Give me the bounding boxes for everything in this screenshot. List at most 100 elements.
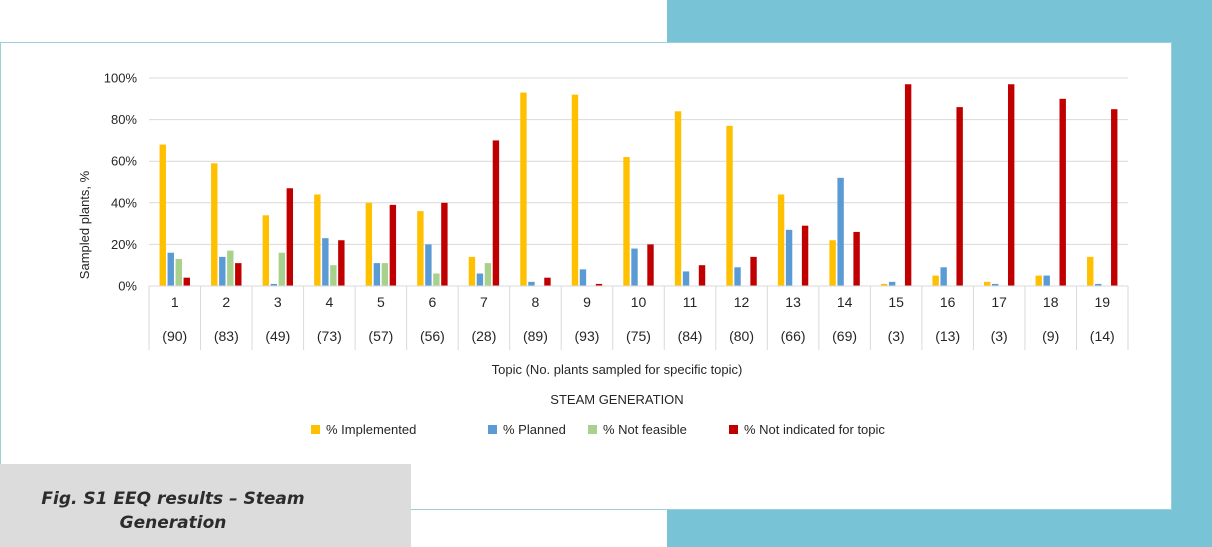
x-tick-label: 16 bbox=[940, 294, 956, 310]
x-tick-label: 8 bbox=[532, 294, 540, 310]
bar bbox=[726, 125, 733, 286]
bar bbox=[286, 188, 294, 286]
legend: % Implemented % Planned % Not feasible % No… bbox=[311, 422, 885, 437]
chart-subtitle: STEAM GENERATION bbox=[550, 392, 683, 407]
bar bbox=[1059, 98, 1066, 286]
bar bbox=[880, 283, 888, 286]
sample-count-label: (3) bbox=[888, 328, 905, 344]
x-tick-label: 3 bbox=[274, 294, 282, 310]
legend-swatch bbox=[729, 425, 738, 434]
x-tick-label: 10 bbox=[631, 294, 647, 310]
sample-count-label: (73) bbox=[317, 328, 342, 344]
bar bbox=[183, 277, 190, 286]
x-tick-label: 11 bbox=[683, 294, 698, 310]
sample-count-label: (14) bbox=[1090, 328, 1115, 344]
sample-count-label: (66) bbox=[781, 328, 806, 344]
y-tick-label: 40% bbox=[111, 195, 137, 210]
figure-caption: Fig. S1 EEQ results – Steam Generation bbox=[41, 489, 305, 533]
x-tick-label: 13 bbox=[785, 294, 801, 310]
sample-count-label: (3) bbox=[991, 328, 1008, 344]
legend-swatch bbox=[488, 425, 497, 434]
bar bbox=[1087, 256, 1094, 286]
bar bbox=[544, 277, 551, 286]
bar bbox=[365, 202, 373, 286]
bar bbox=[159, 144, 166, 286]
bar bbox=[829, 240, 836, 286]
bar bbox=[940, 267, 947, 286]
bar bbox=[262, 215, 270, 286]
bar bbox=[888, 281, 896, 286]
sample-count-label: (9) bbox=[1042, 328, 1059, 344]
bar bbox=[441, 202, 448, 286]
bar bbox=[777, 194, 785, 286]
bar bbox=[373, 263, 381, 286]
bar bbox=[1111, 109, 1118, 286]
bar bbox=[579, 269, 587, 286]
bar bbox=[484, 263, 492, 286]
bar bbox=[674, 111, 682, 286]
bar bbox=[278, 252, 286, 286]
legend-label: % Not indicated for topic bbox=[744, 422, 885, 437]
bar bbox=[1007, 84, 1015, 286]
bar bbox=[785, 229, 793, 286]
grid-layer bbox=[149, 77, 1128, 287]
x-tick-label: 5 bbox=[377, 294, 385, 310]
x-tick-label: 7 bbox=[480, 294, 488, 310]
legend-swatch bbox=[311, 425, 320, 434]
bar bbox=[750, 256, 757, 286]
y-tick-label: 0% bbox=[118, 279, 137, 294]
x-tick-label: 9 bbox=[583, 294, 591, 310]
bar bbox=[219, 256, 226, 286]
y-tick-label: 100% bbox=[104, 71, 138, 86]
bar bbox=[389, 204, 397, 286]
bar bbox=[1095, 283, 1102, 286]
bar bbox=[476, 273, 484, 286]
bar bbox=[417, 211, 424, 286]
bar bbox=[433, 273, 440, 286]
bar bbox=[314, 194, 321, 286]
x-tick-label: 6 bbox=[428, 294, 436, 310]
sample-count-label: (84) bbox=[678, 328, 703, 344]
bar bbox=[425, 244, 432, 286]
legend-label: % Planned bbox=[503, 422, 566, 437]
y-tick-label: 20% bbox=[111, 237, 137, 252]
bar-chart: 0% 20% 40% 60% 80% 100% 1 (90) 2 (83) 3 (49) 4 (73) 5 (… bbox=[77, 71, 1129, 437]
bar bbox=[322, 238, 329, 286]
x-tick-label: 17 bbox=[991, 294, 1007, 310]
chart-card: 0% 20% 40% 60% 80% 100% 1 (90) 2 (83) 3 (49) 4 (73) 5 (… bbox=[0, 42, 1172, 510]
sample-count-label: (56) bbox=[420, 328, 445, 344]
sample-count-label: (80) bbox=[729, 328, 754, 344]
bar bbox=[837, 177, 844, 286]
x-tick-label: 1 bbox=[171, 294, 179, 310]
bar bbox=[801, 225, 809, 286]
bar bbox=[227, 250, 234, 286]
y-tick-label: 60% bbox=[111, 154, 137, 169]
sample-count-label: (90) bbox=[162, 328, 187, 344]
bar bbox=[330, 265, 337, 286]
bar bbox=[647, 244, 654, 286]
bar bbox=[991, 283, 999, 286]
y-axis-label: Sampled plants, % bbox=[77, 170, 92, 279]
bar bbox=[468, 256, 476, 286]
bar bbox=[338, 240, 345, 286]
bar bbox=[528, 281, 535, 286]
x-tick-label: 18 bbox=[1043, 294, 1059, 310]
sample-count-label: (89) bbox=[523, 328, 548, 344]
x-tick-label: 15 bbox=[888, 294, 904, 310]
sample-count-label: (75) bbox=[626, 328, 651, 344]
bar bbox=[1043, 275, 1050, 286]
bar bbox=[211, 163, 218, 286]
sample-count-label: (93) bbox=[575, 328, 600, 344]
bar bbox=[1035, 275, 1042, 286]
bar bbox=[853, 231, 860, 286]
bar bbox=[235, 263, 242, 286]
sample-count-label: (83) bbox=[214, 328, 239, 344]
legend-label: % Not feasible bbox=[603, 422, 687, 437]
legend-swatch bbox=[588, 425, 597, 434]
x-tick-label: 4 bbox=[325, 294, 333, 310]
x-axis-label: Topic (No. plants sampled for specific t… bbox=[492, 362, 743, 377]
x-tick-label: 14 bbox=[837, 294, 853, 310]
bar bbox=[734, 267, 741, 286]
bar bbox=[595, 283, 603, 286]
bars-layer bbox=[159, 84, 1118, 287]
